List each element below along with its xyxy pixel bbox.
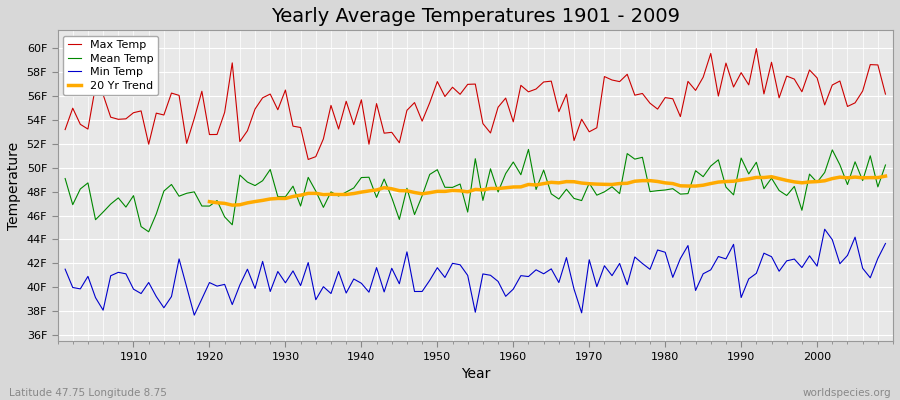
- 20 Yr Trend: [880, 174, 891, 178]
- Max Temp: [607, 78, 617, 82]
- Min Temp: [189, 313, 200, 318]
- Min Temp: [607, 273, 617, 278]
- Max Temp: [516, 83, 526, 88]
- Y-axis label: Temperature: Temperature: [7, 142, 21, 230]
- Max Temp: [302, 157, 313, 162]
- 20 Yr Trend: [774, 176, 785, 181]
- Max Temp: [880, 92, 891, 96]
- Line: Min Temp: Min Temp: [65, 229, 886, 315]
- Max Temp: [751, 46, 761, 51]
- Title: Yearly Average Temperatures 1901 - 2009: Yearly Average Temperatures 1901 - 2009: [271, 7, 680, 26]
- Min Temp: [508, 287, 518, 292]
- Mean Temp: [880, 163, 891, 168]
- Mean Temp: [59, 176, 70, 181]
- Min Temp: [295, 283, 306, 288]
- Mean Temp: [523, 147, 534, 152]
- Max Temp: [508, 120, 518, 124]
- Mean Temp: [516, 172, 526, 177]
- 20 Yr Trend: [204, 199, 215, 204]
- Text: worldspecies.org: worldspecies.org: [803, 388, 891, 398]
- Mean Temp: [614, 191, 625, 196]
- 20 Yr Trend: [858, 176, 868, 180]
- 20 Yr Trend: [302, 191, 313, 196]
- Min Temp: [341, 291, 352, 296]
- Mean Temp: [341, 190, 352, 194]
- 20 Yr Trend: [417, 192, 428, 196]
- Text: Latitude 47.75 Longitude 8.75: Latitude 47.75 Longitude 8.75: [9, 388, 166, 398]
- Mean Temp: [508, 160, 518, 164]
- Line: 20 Yr Trend: 20 Yr Trend: [210, 176, 886, 205]
- Line: Max Temp: Max Temp: [65, 48, 886, 160]
- Legend: Max Temp, Mean Temp, Min Temp, 20 Yr Trend: Max Temp, Mean Temp, Min Temp, 20 Yr Tre…: [63, 36, 158, 95]
- Max Temp: [121, 116, 131, 121]
- Mean Temp: [295, 204, 306, 208]
- Min Temp: [819, 227, 830, 232]
- 20 Yr Trend: [789, 180, 800, 184]
- X-axis label: Year: Year: [461, 367, 490, 381]
- Max Temp: [59, 127, 70, 132]
- Min Temp: [880, 241, 891, 246]
- Max Temp: [341, 99, 352, 104]
- Line: Mean Temp: Mean Temp: [65, 149, 886, 232]
- Min Temp: [59, 267, 70, 272]
- Mean Temp: [143, 229, 154, 234]
- Max Temp: [288, 124, 299, 128]
- 20 Yr Trend: [227, 203, 238, 208]
- Min Temp: [121, 272, 131, 276]
- Min Temp: [516, 273, 526, 278]
- 20 Yr Trend: [682, 184, 693, 188]
- Mean Temp: [121, 205, 131, 210]
